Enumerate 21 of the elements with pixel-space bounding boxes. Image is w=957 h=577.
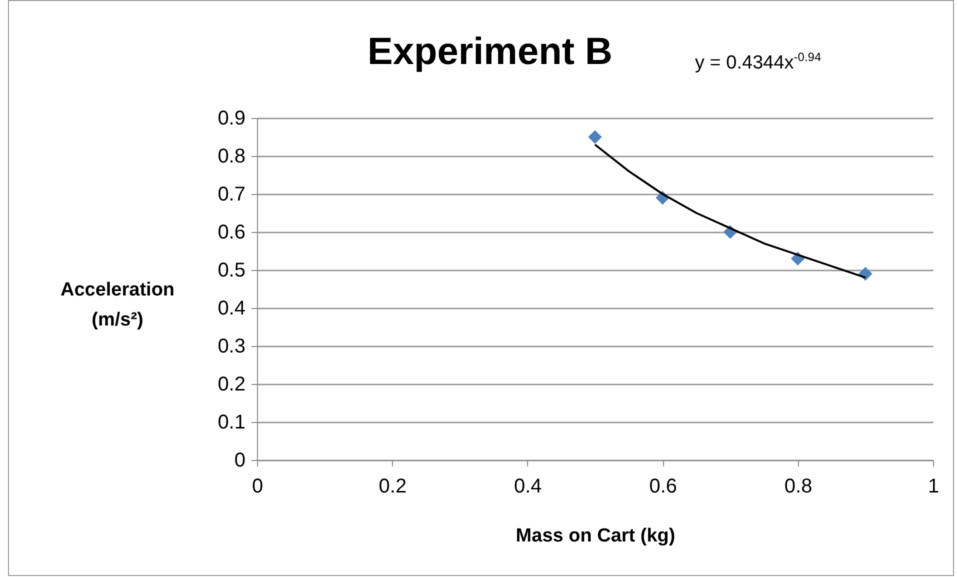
y-tick-label: 0.3	[218, 336, 246, 358]
y-tick-label: 0	[234, 450, 246, 472]
point	[588, 130, 602, 144]
y-axis-title: Acceleration (m/s²)	[60, 280, 175, 330]
x-tick-label: 0	[252, 476, 264, 498]
x-tick-label: 0.4	[514, 476, 542, 498]
text: y = 0.4344x$^{-0.94}$	[695, 50, 822, 74]
x-axis-title: Mass on Cart (kg)	[516, 526, 676, 546]
y-tick-label: 0.7	[218, 184, 246, 206]
x-tick-label: 0.8	[784, 476, 812, 498]
y-tick-label: 0.1	[218, 412, 246, 434]
y-tick-label: 0.8	[218, 146, 246, 168]
y-tick-label: 0.9	[218, 108, 246, 130]
y-tick-label: 0.4	[218, 298, 246, 320]
x-tick-label: 0.6	[649, 476, 678, 498]
x-tick-label: 0.2	[378, 476, 407, 498]
y-tick-label: 0.6	[218, 222, 246, 244]
chart-title: Experiment B	[368, 31, 612, 73]
y-tick-label: 0.2	[218, 374, 246, 396]
x-tick-label: 1	[928, 476, 940, 498]
y-tick-label: 0.5	[218, 260, 246, 282]
